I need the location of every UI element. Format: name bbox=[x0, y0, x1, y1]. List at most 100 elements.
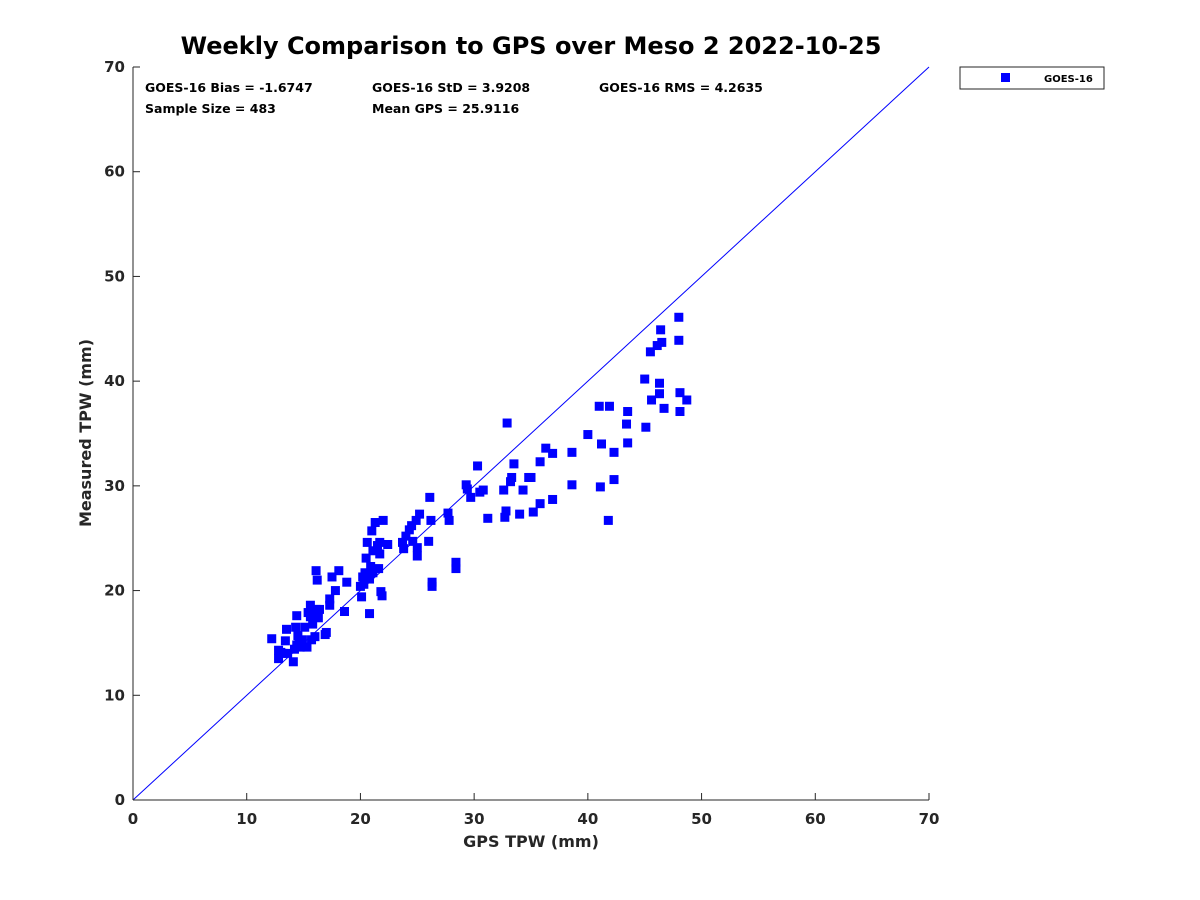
data-point bbox=[295, 642, 305, 652]
y-tick-label: 20 bbox=[104, 582, 125, 600]
data-point bbox=[425, 492, 435, 502]
data-point bbox=[360, 568, 370, 578]
data-point bbox=[647, 395, 657, 405]
data-point bbox=[609, 447, 619, 457]
data-point bbox=[451, 564, 461, 574]
data-point bbox=[375, 537, 385, 547]
data-point bbox=[297, 635, 307, 645]
data-point bbox=[501, 506, 511, 516]
data-point bbox=[375, 549, 385, 559]
data-point bbox=[411, 515, 421, 525]
data-point bbox=[288, 657, 298, 667]
legend: GOES-16 bbox=[959, 66, 1105, 90]
data-point bbox=[462, 484, 472, 494]
data-point bbox=[640, 374, 650, 384]
data-point bbox=[675, 388, 685, 398]
data-point bbox=[595, 482, 605, 492]
data-point bbox=[682, 395, 692, 405]
data-point bbox=[674, 312, 684, 322]
data-point bbox=[267, 634, 277, 644]
data-point bbox=[330, 586, 340, 596]
data-point bbox=[378, 515, 388, 525]
data-point bbox=[518, 485, 528, 495]
data-point bbox=[443, 508, 453, 518]
chart-title: Weekly Comparison to GPS over Meso 2 202… bbox=[181, 32, 882, 60]
data-point bbox=[499, 485, 509, 495]
y-tick-label: 10 bbox=[104, 686, 125, 704]
data-point bbox=[535, 457, 545, 467]
data-point bbox=[641, 422, 651, 432]
y-ticks: 0 10 20 30 40 50 60 70 bbox=[104, 58, 140, 809]
one-to-one-line bbox=[132, 66, 930, 801]
data-point bbox=[300, 622, 310, 632]
data-point bbox=[603, 515, 613, 525]
data-point bbox=[383, 539, 393, 549]
data-point bbox=[509, 459, 519, 469]
y-tick-label: 30 bbox=[104, 477, 125, 495]
x-tick-label: 30 bbox=[464, 810, 485, 828]
data-point bbox=[342, 577, 352, 587]
data-point bbox=[302, 642, 312, 652]
data-point bbox=[412, 543, 422, 553]
data-point bbox=[359, 579, 369, 589]
data-point bbox=[325, 594, 335, 604]
data-point bbox=[622, 419, 632, 429]
data-point bbox=[451, 557, 461, 567]
data-point bbox=[293, 631, 303, 641]
data-point bbox=[675, 407, 685, 417]
legend-label-goes16: GOES-16 bbox=[1044, 74, 1093, 85]
x-axis-label: GPS TPW (mm) bbox=[463, 832, 599, 851]
legend-marker-goes16 bbox=[1001, 73, 1010, 82]
data-point bbox=[274, 654, 284, 664]
data-point bbox=[327, 572, 337, 582]
x-tick-label: 60 bbox=[805, 810, 826, 828]
data-point bbox=[500, 512, 510, 522]
data-point bbox=[310, 632, 320, 642]
data-point bbox=[308, 619, 318, 629]
data-point bbox=[528, 507, 538, 517]
y-tick-label: 50 bbox=[104, 267, 125, 285]
stat-rms: GOES-16 RMS = 4.2635 bbox=[599, 80, 763, 95]
data-point bbox=[567, 480, 577, 490]
stat-bias: GOES-16 Bias = -1.6747 bbox=[145, 80, 313, 95]
x-tick-label: 70 bbox=[919, 810, 940, 828]
data-point bbox=[305, 600, 315, 610]
data-point bbox=[282, 624, 292, 634]
data-point bbox=[278, 648, 288, 658]
data-point bbox=[415, 509, 425, 519]
reference-line-layer bbox=[132, 66, 930, 801]
stat-mean-gps: Mean GPS = 25.9116 bbox=[372, 101, 519, 116]
y-tick-label: 0 bbox=[115, 791, 125, 809]
data-point bbox=[657, 337, 667, 347]
data-point bbox=[407, 521, 417, 531]
data-point bbox=[401, 531, 411, 541]
data-point bbox=[325, 600, 335, 610]
data-point bbox=[444, 515, 454, 525]
data-point bbox=[280, 636, 290, 646]
data-point bbox=[283, 648, 293, 658]
data-point bbox=[473, 461, 483, 471]
data-point bbox=[321, 627, 331, 637]
data-point bbox=[654, 378, 664, 388]
data-point bbox=[507, 472, 517, 482]
y-axis-label: Measured TPW (mm) bbox=[76, 339, 95, 527]
data-point bbox=[652, 341, 662, 351]
legend-box bbox=[959, 66, 1105, 90]
data-point bbox=[374, 564, 384, 574]
data-point bbox=[483, 513, 493, 523]
data-point bbox=[659, 403, 669, 413]
data-point bbox=[291, 622, 301, 632]
data-point bbox=[398, 537, 408, 547]
data-point bbox=[357, 592, 367, 602]
data-point bbox=[548, 448, 558, 458]
x-tick-label: 20 bbox=[350, 810, 371, 828]
x-tick-label: 50 bbox=[691, 810, 712, 828]
data-point bbox=[427, 581, 437, 591]
data-point bbox=[366, 561, 376, 571]
data-point bbox=[368, 568, 378, 578]
x-ticks: 0 10 20 30 40 50 60 70 bbox=[128, 793, 940, 828]
data-point bbox=[426, 515, 436, 525]
data-point bbox=[368, 546, 378, 556]
data-point bbox=[312, 575, 322, 585]
data-point bbox=[365, 609, 375, 619]
